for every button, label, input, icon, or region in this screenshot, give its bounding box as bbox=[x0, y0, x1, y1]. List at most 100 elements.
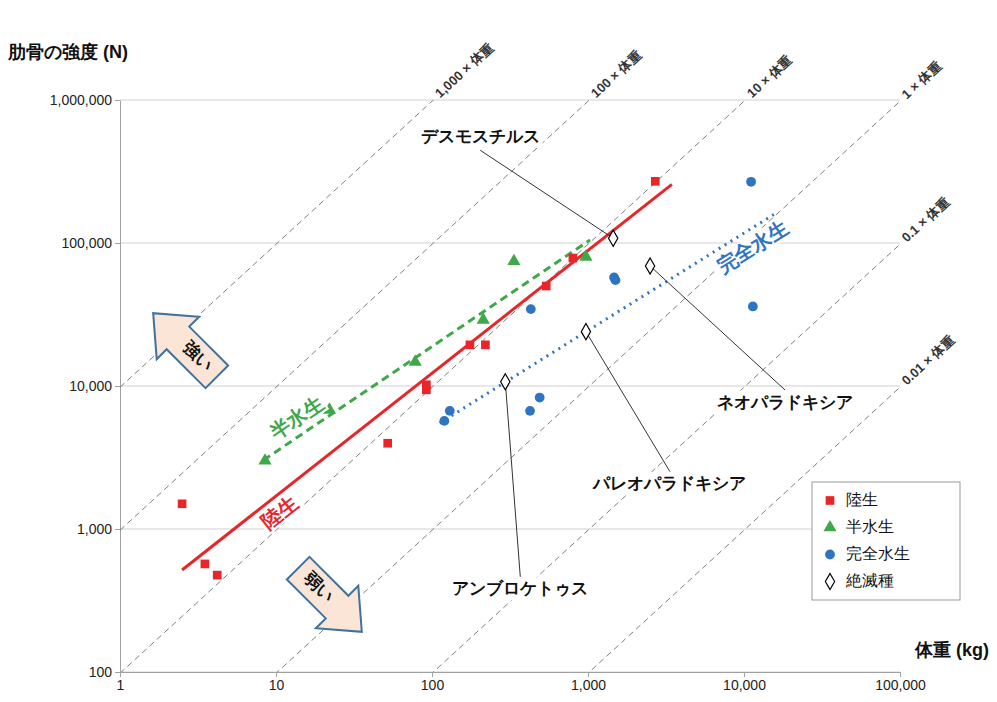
point bbox=[748, 302, 758, 312]
arrow-label: 弱い bbox=[299, 568, 337, 606]
point bbox=[383, 439, 392, 448]
leader-lines bbox=[480, 150, 785, 577]
tick: 100 bbox=[89, 664, 120, 680]
point bbox=[525, 406, 535, 416]
legend-label: 陸生 bbox=[846, 491, 878, 508]
reference-label: 100 × 体重 bbox=[588, 47, 644, 100]
point bbox=[213, 571, 222, 580]
reference-line bbox=[120, 100, 900, 672]
point bbox=[481, 341, 490, 350]
legend-marker bbox=[823, 520, 836, 531]
grid bbox=[120, 100, 900, 672]
point bbox=[526, 304, 536, 314]
label-patch bbox=[418, 125, 543, 148]
arrow-shape bbox=[277, 547, 383, 653]
point-label: ネオパラドキシア bbox=[717, 393, 853, 412]
grid-line bbox=[120, 243, 900, 244]
reference-label: 1,000 × 体重 bbox=[432, 40, 496, 101]
grid-line bbox=[120, 386, 900, 387]
point bbox=[579, 249, 592, 260]
tick-mark bbox=[115, 529, 120, 530]
point bbox=[507, 254, 520, 265]
tick-label: 10,000 bbox=[69, 378, 112, 394]
point-label: アンブロケトゥス bbox=[452, 579, 588, 598]
point bbox=[477, 312, 490, 323]
legend-label: 絶滅種 bbox=[845, 572, 894, 589]
legend: 陸生半水生完全水生絶滅種 bbox=[812, 482, 960, 600]
tick: 10,000 bbox=[723, 672, 766, 693]
point bbox=[439, 416, 449, 426]
label-patch bbox=[256, 490, 304, 535]
point bbox=[422, 386, 431, 395]
arrow-label: 強い bbox=[179, 338, 216, 375]
legend-marker bbox=[826, 496, 835, 505]
label-patch bbox=[263, 391, 329, 446]
leader-line bbox=[480, 150, 613, 238]
fit-line bbox=[182, 184, 672, 570]
legend-marker bbox=[825, 550, 835, 560]
reference-line bbox=[120, 100, 900, 387]
point bbox=[409, 354, 422, 365]
tick: 1,000 bbox=[571, 672, 606, 693]
tick: 100,000 bbox=[61, 235, 120, 251]
point bbox=[535, 393, 545, 403]
legend-box bbox=[812, 482, 960, 600]
reference-labels: 1,000 × 体重100 × 体重10 × 体重1 × 体重0.1 × 体重0… bbox=[432, 40, 958, 388]
tick-label: 100,000 bbox=[875, 677, 926, 693]
tick-mark bbox=[115, 386, 120, 387]
tick: 1 bbox=[117, 672, 125, 693]
arrows: 強い弱い bbox=[132, 292, 383, 653]
legend-label: 完全水生 bbox=[846, 545, 910, 562]
tick: 100 bbox=[421, 672, 445, 693]
plot-area bbox=[120, 100, 900, 672]
fit-label-group: 陸生 bbox=[256, 490, 304, 535]
leader-line bbox=[650, 266, 785, 390]
tick-label: 1,000,000 bbox=[50, 92, 112, 108]
point bbox=[178, 499, 187, 508]
points bbox=[178, 177, 758, 580]
point bbox=[501, 374, 510, 390]
series-points bbox=[258, 249, 592, 464]
point bbox=[445, 406, 455, 416]
series-points bbox=[178, 177, 660, 579]
leader-line bbox=[586, 332, 670, 472]
tick-label: 1 bbox=[117, 677, 125, 693]
x-axis-title: 体重 (kg) bbox=[914, 640, 989, 660]
fit-label: 陸生 bbox=[257, 492, 302, 534]
tick-label: 1,000 bbox=[77, 521, 112, 537]
reference-line bbox=[120, 387, 900, 672]
point bbox=[746, 177, 756, 187]
tick-label: 100,000 bbox=[61, 235, 112, 251]
reference-label: 1 × 体重 bbox=[899, 58, 945, 102]
x-axis: 1101001,00010,000100,000 bbox=[117, 672, 926, 693]
label-patch bbox=[714, 391, 856, 414]
point bbox=[569, 254, 578, 263]
tick-label: 100 bbox=[89, 664, 113, 680]
tick-label: 10,000 bbox=[723, 677, 766, 693]
series-points bbox=[439, 177, 757, 426]
fit-label: 完全水生 bbox=[713, 216, 793, 277]
point bbox=[581, 324, 590, 340]
reference-line bbox=[120, 101, 900, 672]
reference-label: 0.01 × 体重 bbox=[899, 332, 958, 388]
tick-label: 1,000 bbox=[571, 677, 606, 693]
grid-line bbox=[120, 529, 900, 530]
tick: 1,000,000 bbox=[50, 92, 120, 108]
grid-line bbox=[120, 672, 900, 673]
tick-mark bbox=[115, 672, 120, 673]
fit-label-group: 半水生 bbox=[263, 391, 329, 446]
point-label: パレオパラドキシア bbox=[592, 474, 746, 493]
tick-mark bbox=[115, 100, 120, 101]
grid-line bbox=[120, 100, 900, 101]
series-points bbox=[501, 230, 655, 390]
point bbox=[542, 282, 551, 291]
point bbox=[651, 177, 660, 186]
legend-label: 半水生 bbox=[846, 518, 894, 535]
reference-label: 0.1 × 体重 bbox=[899, 194, 953, 245]
arrow-shape bbox=[132, 292, 238, 398]
reference-line bbox=[120, 100, 900, 530]
point bbox=[609, 230, 618, 246]
point bbox=[201, 560, 210, 569]
fit-label: 半水生 bbox=[265, 392, 328, 444]
legend-marker bbox=[825, 573, 834, 589]
